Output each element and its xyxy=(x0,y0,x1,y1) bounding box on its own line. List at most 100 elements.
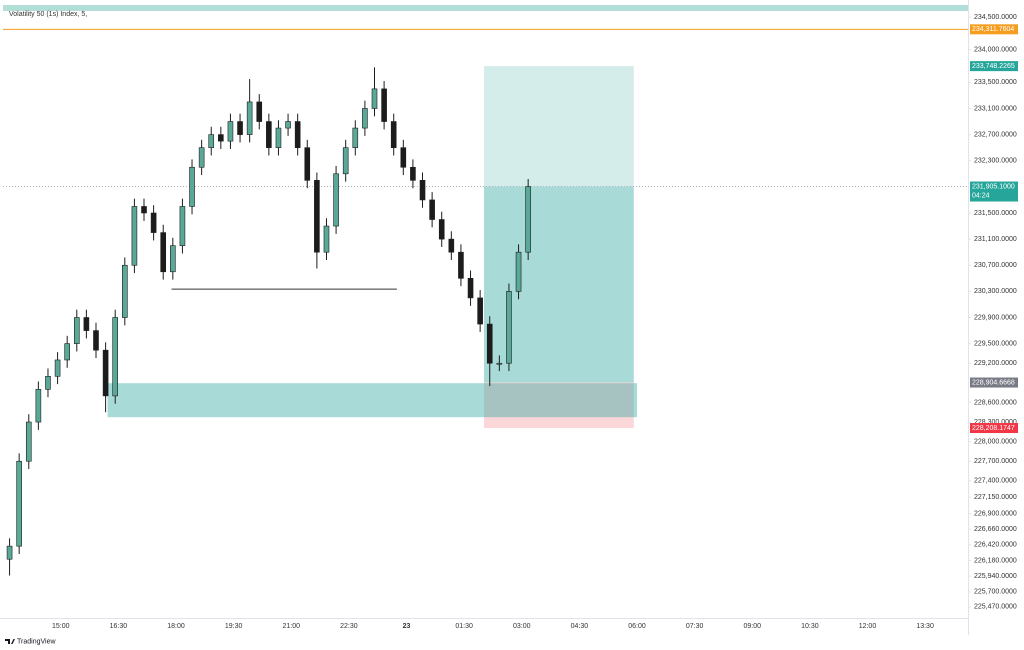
stop-label: 228,208.1747 xyxy=(972,425,1015,432)
candle-body xyxy=(410,166,416,181)
entry-box xyxy=(970,377,1018,388)
candle-body xyxy=(515,251,522,292)
candle-body xyxy=(362,108,368,129)
countdown: 04:24 xyxy=(972,192,990,199)
candle-body xyxy=(93,330,99,351)
candle-body xyxy=(256,101,263,122)
candle-body xyxy=(112,317,119,397)
stop-box xyxy=(970,423,1018,434)
y-tick-label: 231,100.0000 xyxy=(974,236,1017,243)
candle-body xyxy=(285,121,291,129)
y-tick-label: 227,700.0000 xyxy=(974,458,1017,465)
y-tick-label: 233,500.0000 xyxy=(974,79,1017,86)
y-tick-label: 228,300.0000 xyxy=(974,419,1017,426)
y-tick-label: 229,900.0000 xyxy=(974,314,1017,321)
x-tick-label: 15:00 xyxy=(52,623,70,630)
x-tick-label: 01:30 xyxy=(455,623,473,630)
candle-body xyxy=(496,362,503,365)
candle-body xyxy=(458,251,464,279)
current-price-box xyxy=(970,181,1018,202)
candle-body xyxy=(25,421,32,462)
candle-body xyxy=(64,343,70,361)
x-tick-label: 19:30 xyxy=(225,623,243,630)
candle-body xyxy=(390,121,397,148)
candle-body xyxy=(227,121,234,142)
candle-body xyxy=(83,317,90,331)
candle-body xyxy=(150,212,157,233)
candle-body xyxy=(429,199,435,220)
x-tick-label: 06:00 xyxy=(628,623,646,630)
y-tick-label: 228,000.0000 xyxy=(974,438,1017,445)
y-tick-label: 232,700.0000 xyxy=(974,131,1017,138)
candle-body xyxy=(419,180,426,201)
y-tick-label: 230,300.0000 xyxy=(974,288,1017,295)
y-tick-label: 230,700.0000 xyxy=(974,262,1017,269)
y-tick-label: 233,100.0000 xyxy=(974,105,1017,112)
candle-body xyxy=(294,121,301,148)
candle-body xyxy=(208,134,215,148)
candle-body xyxy=(54,359,61,377)
candle-body xyxy=(45,376,51,390)
candle-body xyxy=(160,232,167,273)
candle-body xyxy=(73,317,80,344)
candle-body xyxy=(275,127,282,148)
candle-body xyxy=(102,349,109,397)
candle-body xyxy=(189,166,195,207)
target-label: 233,748.2265 xyxy=(972,63,1015,70)
y-tick-label: 225,700.0000 xyxy=(974,589,1017,596)
candle-body xyxy=(122,264,128,318)
x-tick-label: 04:30 xyxy=(571,623,589,630)
branding: TradingView xyxy=(17,638,56,645)
entry-label: 228,904.6668 xyxy=(972,379,1015,386)
candle-body xyxy=(400,147,407,168)
y-tick-label: 227,400.0000 xyxy=(974,478,1017,485)
candle-body xyxy=(352,127,359,148)
candle-body xyxy=(218,134,224,142)
symbol-title: Volatility 50 (1s) Index, 5, xyxy=(9,11,87,18)
x-tick-label: 12:00 xyxy=(859,623,877,630)
x-tick-label: 18:00 xyxy=(167,623,185,630)
y-tick-label: 232,300.0000 xyxy=(974,158,1017,165)
y-tick-label: 231,500.0000 xyxy=(974,210,1017,217)
y-tick-label: 225,940.0000 xyxy=(974,573,1017,580)
y-tick-label: 226,180.0000 xyxy=(974,557,1017,564)
candle-body xyxy=(486,323,493,364)
y-tick-label: 234,500.0000 xyxy=(974,14,1017,21)
candle-body xyxy=(323,225,330,253)
x-tick-label: 10:30 xyxy=(801,623,819,630)
candle-body xyxy=(506,291,512,364)
candle-body xyxy=(6,545,13,560)
y-tick-label: 234,000.0000 xyxy=(974,47,1017,54)
candle-body xyxy=(477,297,483,325)
target-box xyxy=(970,61,1018,72)
top-band xyxy=(3,5,968,11)
candle-body xyxy=(170,245,176,273)
y-tick-label: 229,200.0000 xyxy=(974,360,1017,367)
candle-body xyxy=(467,278,474,299)
level-label: 234,311.7604 xyxy=(972,26,1014,33)
x-tick-label: 07:30 xyxy=(686,623,704,630)
demand-zone xyxy=(107,383,637,418)
x-tick-label: 22:30 xyxy=(340,623,358,630)
candle-body xyxy=(371,88,378,109)
candle-body xyxy=(333,173,339,227)
x-tick-label: 23 xyxy=(403,623,411,630)
candle-body xyxy=(16,460,22,547)
y-tick-label: 226,900.0000 xyxy=(974,510,1017,517)
candle-body xyxy=(381,88,387,122)
candle-body xyxy=(141,206,147,214)
candle-body xyxy=(438,219,445,240)
candle-body xyxy=(35,389,42,423)
candle-body xyxy=(304,147,311,181)
candle-body xyxy=(246,101,253,135)
x-tick-label: 13:30 xyxy=(916,623,934,630)
x-tick-label: 16:30 xyxy=(110,623,128,630)
target-zone xyxy=(483,66,634,187)
candle-body xyxy=(448,238,455,253)
x-tick-label: 21:00 xyxy=(283,623,301,630)
candle-body xyxy=(131,206,138,266)
tradingview-logo: TradingView xyxy=(5,638,56,645)
y-tick-label: 226,420.0000 xyxy=(974,542,1017,549)
y-tick-label: 227,150.0000 xyxy=(974,494,1017,501)
